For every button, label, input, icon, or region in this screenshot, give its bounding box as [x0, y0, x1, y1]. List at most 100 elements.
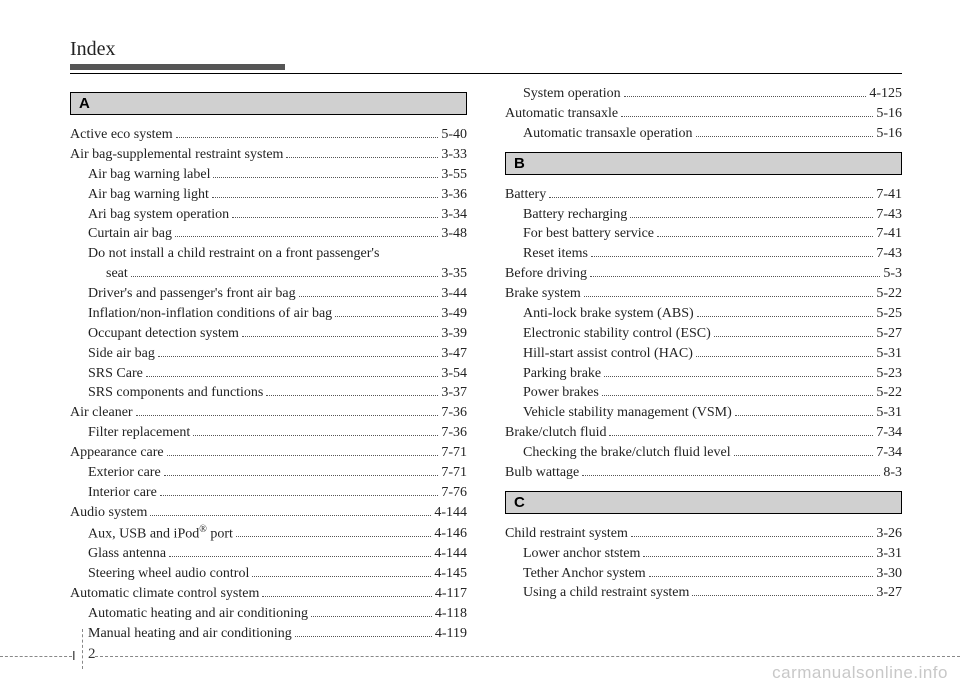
- header-title: Index: [70, 38, 902, 61]
- index-entry-page: 3-30: [876, 564, 902, 584]
- index-entry: Aux, USB and iPod® port4-146: [70, 523, 467, 545]
- leader-dots: [236, 526, 431, 537]
- index-entry-page: 7-71: [441, 443, 467, 463]
- leader-dots: [175, 226, 438, 237]
- index-entry-page: 7-34: [876, 423, 902, 443]
- leader-dots: [242, 326, 438, 337]
- index-entry-label: System operation: [523, 84, 621, 104]
- index-entry-page: 5-3: [883, 264, 902, 284]
- index-entry-page: 3-54: [441, 364, 467, 384]
- footer-section-letter: I: [72, 648, 76, 663]
- index-entry-label: Air bag-supplemental restraint system: [70, 145, 283, 165]
- leader-dots: [590, 266, 880, 277]
- index-entry-label: Occupant detection system: [88, 324, 239, 344]
- index-entry-label: Hill-start assist control (HAC): [523, 344, 693, 364]
- index-entry-page: 7-36: [441, 423, 467, 443]
- index-entry-label: Tether Anchor system: [523, 564, 646, 584]
- index-entry-page: 7-71: [441, 463, 467, 483]
- index-entry-page: 4-118: [435, 604, 467, 624]
- index-entry-page: 5-22: [876, 383, 902, 403]
- index-entry-page: 7-36: [441, 403, 467, 423]
- leader-dots: [212, 186, 438, 197]
- index-entry-page: 3-34: [441, 205, 467, 225]
- leader-dots: [164, 465, 439, 476]
- leader-dots: [582, 465, 880, 476]
- index-entry: Battery 7-41: [505, 185, 902, 205]
- leader-dots: [169, 546, 431, 557]
- index-entry: Brake system5-22: [505, 284, 902, 304]
- watermark-text: carmanualsonline.info: [772, 663, 948, 683]
- leader-dots: [696, 345, 873, 356]
- index-entry: Anti-lock brake system (ABS)5-25: [505, 304, 902, 324]
- index-entry: Driver's and passenger's front air bag3-…: [70, 284, 467, 304]
- index-entry-page: 7-43: [876, 205, 902, 225]
- index-entry-page: 5-25: [876, 304, 902, 324]
- index-entry-page: 3-35: [441, 264, 467, 284]
- index-entry-label: Using a child restraint system: [523, 583, 689, 603]
- index-entry-page: 7-34: [876, 443, 902, 463]
- index-entry-page: 4-117: [435, 584, 467, 604]
- index-entry: Before driving5-3: [505, 264, 902, 284]
- index-entry: Appearance care7-71: [70, 443, 467, 463]
- index-entry-page: 5-16: [876, 104, 902, 124]
- index-entry-label: Manual heating and air conditioning: [88, 624, 292, 644]
- leader-dots: [697, 306, 874, 317]
- index-entry-label: Power brakes: [523, 383, 599, 403]
- leader-dots: [160, 485, 439, 496]
- leader-dots: [136, 405, 439, 416]
- index-entry: Parking brake5-23: [505, 364, 902, 384]
- leader-dots: [150, 504, 431, 515]
- index-entry: SRS Care 3-54: [70, 364, 467, 384]
- leader-dots: [252, 566, 431, 577]
- index-entry-label: SRS Care: [88, 364, 143, 384]
- index-entry: Automatic heating and air conditioning4-…: [70, 604, 467, 624]
- leader-dots: [696, 126, 874, 137]
- leader-dots: [158, 345, 438, 356]
- index-entry-page: 5-27: [876, 324, 902, 344]
- column-left: AActive eco system5-40Air bag-supplement…: [70, 84, 467, 643]
- index-entry-page: 4-146: [434, 524, 467, 544]
- leader-dots: [286, 147, 438, 158]
- page-header: Index: [70, 38, 902, 74]
- leader-dots: [549, 186, 873, 197]
- index-entry-wrap: Do not install a child restraint on a fr…: [70, 244, 467, 264]
- index-entry-label: Glass antenna: [88, 544, 166, 564]
- index-entry: Exterior care7-71: [70, 463, 467, 483]
- index-entry-label: Lower anchor ststem: [523, 544, 640, 564]
- index-entry-label: Active eco system: [70, 125, 173, 145]
- index-entry-label: Battery: [505, 185, 546, 205]
- index-entry: System operation4-125: [505, 84, 902, 104]
- section-letter-box: C: [505, 491, 902, 514]
- index-entry-page: 3-37: [441, 383, 467, 403]
- index-entry: Reset items7-43: [505, 244, 902, 264]
- index-entry-page: 3-44: [441, 284, 467, 304]
- section-letter-box: B: [505, 152, 902, 175]
- index-entry-label: Battery recharging: [523, 205, 627, 225]
- index-entry-page: 7-41: [876, 185, 902, 205]
- index-entry: Inflation/non-inflation conditions of ai…: [70, 304, 467, 324]
- index-entry: Filter replacement7-36: [70, 423, 467, 443]
- leader-dots: [609, 425, 873, 436]
- leader-dots: [176, 127, 439, 138]
- index-entry-label: Brake system: [505, 284, 581, 304]
- index-entry: Brake/clutch fluid 7-34: [505, 423, 902, 443]
- footer-page-number: 2: [88, 646, 96, 663]
- index-entry-label: Brake/clutch fluid: [505, 423, 606, 443]
- header-bar: [70, 64, 285, 70]
- index-entry: seat 3-35: [70, 264, 467, 284]
- index-entry-page: 3-49: [441, 304, 467, 324]
- index-entry-label: seat: [106, 264, 128, 284]
- page-container: Index AActive eco system5-40Air bag-supp…: [0, 0, 960, 643]
- index-entry-page: 3-48: [441, 224, 467, 244]
- index-entry: Using a child restraint system3-27: [505, 583, 902, 603]
- content-columns: AActive eco system5-40Air bag-supplement…: [70, 84, 902, 643]
- index-entry: Occupant detection system3-39: [70, 324, 467, 344]
- section-letter-box: A: [70, 92, 467, 115]
- leader-dots: [631, 526, 873, 537]
- index-entry-label: Automatic climate control system: [70, 584, 259, 604]
- index-entry-page: 3-26: [876, 524, 902, 544]
- leader-dots: [591, 246, 873, 257]
- column-right: System operation4-125Automatic transaxle…: [505, 84, 902, 643]
- index-entry-label: Reset items: [523, 244, 588, 264]
- leader-dots: [146, 365, 438, 376]
